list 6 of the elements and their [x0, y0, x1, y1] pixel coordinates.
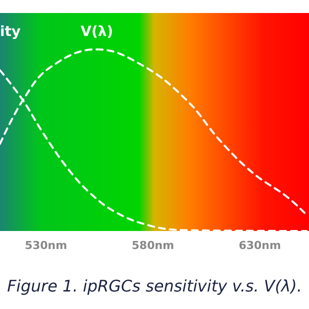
- x-tick-label: 530nm: [24, 239, 68, 252]
- caption: Figure 1. ipRGCs sensitivity v.s. V(λ).: [7, 276, 302, 296]
- x-tick-label: 630nm: [238, 239, 281, 252]
- text: ity: [0, 24, 21, 40]
- series-label: V(λ): [80, 24, 114, 40]
- x-tick-label: 580nm: [132, 239, 174, 252]
